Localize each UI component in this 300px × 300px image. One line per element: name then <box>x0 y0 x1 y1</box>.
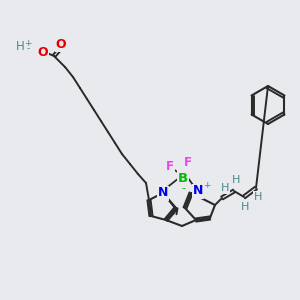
Text: B: B <box>178 172 188 184</box>
Text: H: H <box>254 192 262 202</box>
Text: H: H <box>241 202 249 212</box>
Text: O: O <box>38 46 48 59</box>
Text: -: - <box>181 183 185 193</box>
Text: H: H <box>221 183 229 193</box>
Text: +: + <box>24 40 32 49</box>
Text: +: + <box>203 182 211 190</box>
Text: O: O <box>56 38 66 50</box>
Text: H: H <box>232 175 240 185</box>
Text: F: F <box>166 160 174 172</box>
Text: F: F <box>184 157 192 169</box>
Text: H: H <box>16 40 24 53</box>
Text: N: N <box>158 187 168 200</box>
Text: N: N <box>193 184 203 197</box>
Text: -: - <box>26 44 30 53</box>
